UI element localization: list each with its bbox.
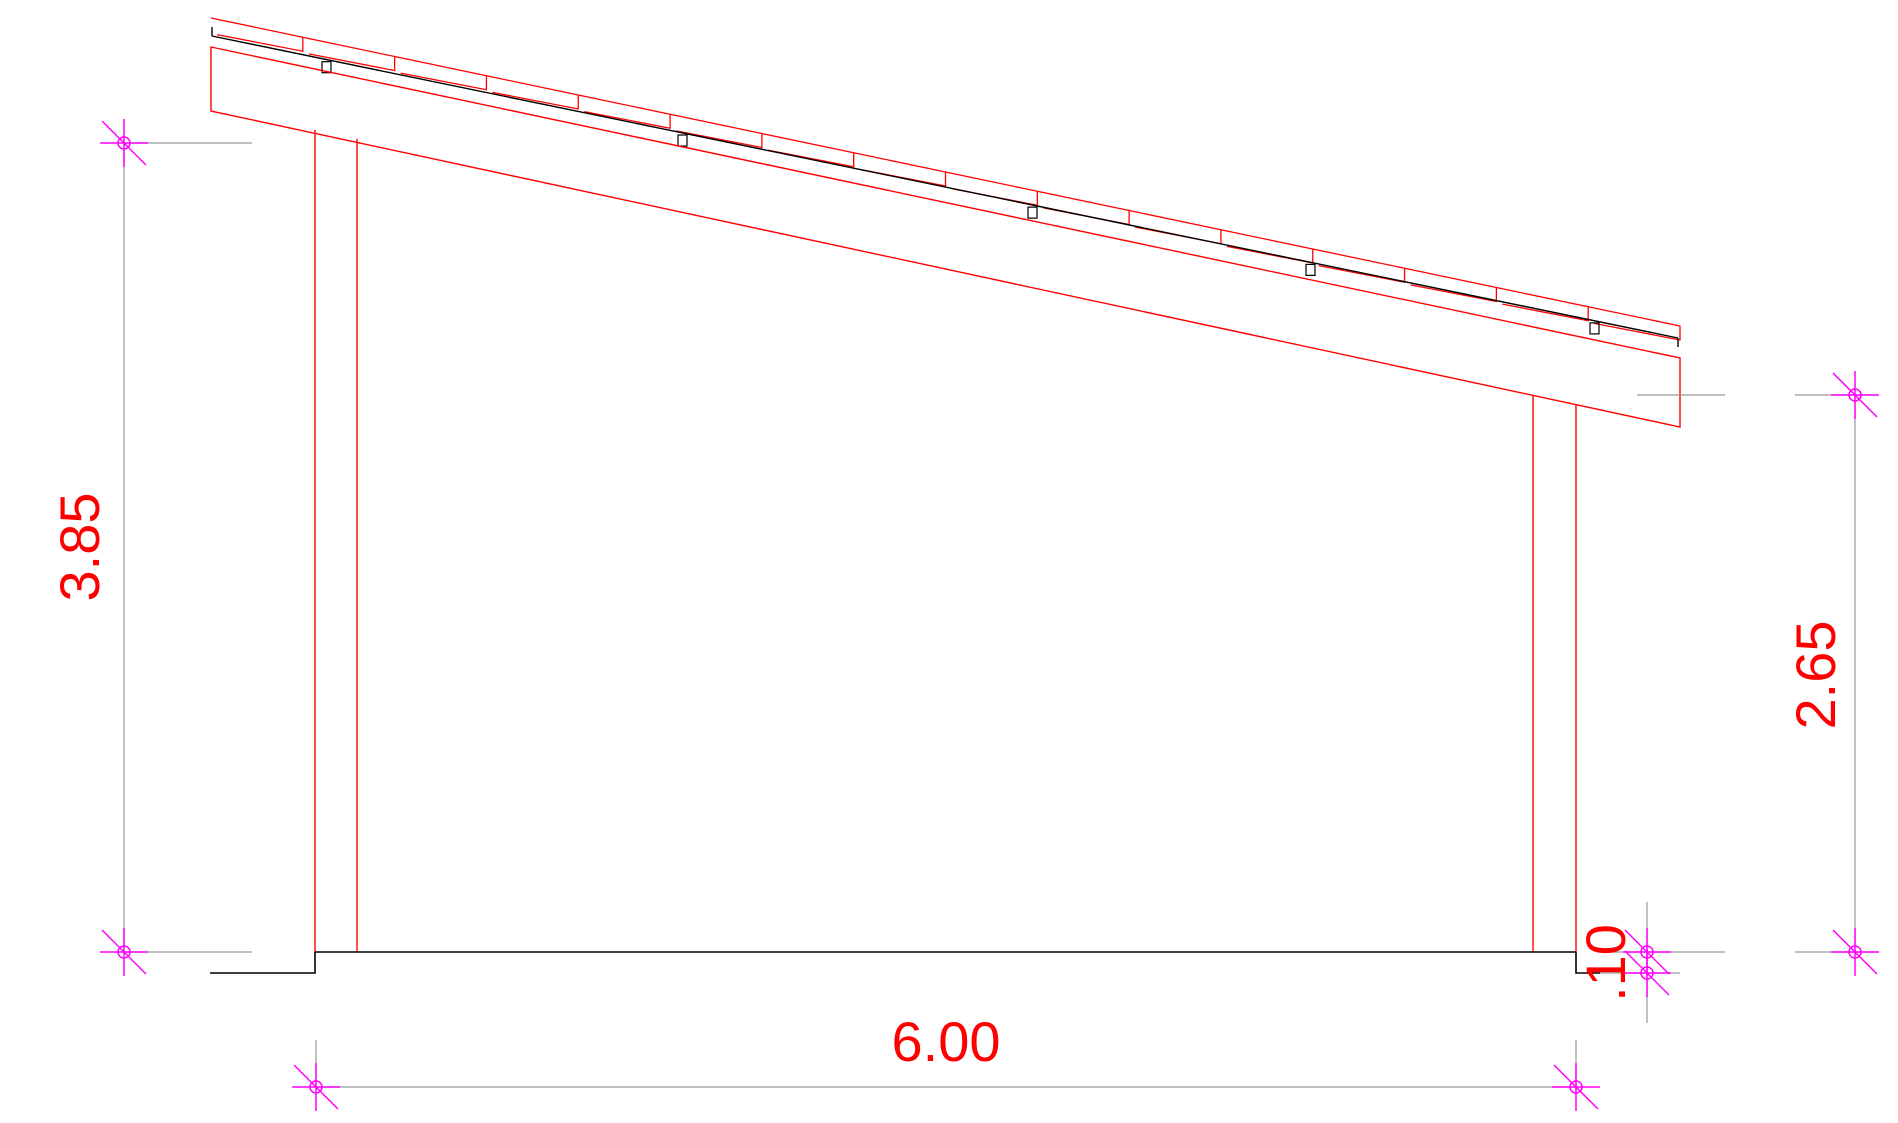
roof-tile — [1588, 306, 1681, 341]
dimension-markers — [100, 119, 1879, 1111]
roof-tile — [945, 171, 1038, 207]
roof-tile — [1220, 229, 1314, 264]
purlin — [1027, 206, 1038, 219]
roof-tile — [853, 152, 947, 187]
dimension-marker — [1831, 928, 1879, 976]
purlin — [321, 61, 332, 74]
dimension-marker — [292, 1063, 340, 1111]
left-column — [314, 130, 358, 952]
dimension-left-height: 3.85 — [48, 493, 111, 602]
roof-tile — [486, 75, 579, 110]
purlin — [1589, 322, 1600, 335]
roof-tiles — [210, 17, 1681, 341]
roof-purlins — [321, 61, 1600, 335]
roof-tile — [761, 132, 855, 168]
roof-tile — [210, 17, 304, 53]
floor-line — [210, 951, 1600, 974]
dimension-right-height: 2.65 — [1784, 621, 1847, 730]
roof-tile — [1312, 248, 1406, 284]
roof-membrane — [211, 27, 1679, 347]
right-column — [1532, 396, 1577, 952]
dimension-span-width: 6.00 — [892, 1010, 1001, 1073]
dimension-base-step: .10 — [1574, 924, 1637, 1002]
purlin — [1305, 263, 1316, 276]
roof-tile — [1496, 286, 1589, 322]
roof-slab — [210, 46, 1681, 428]
roof-tile — [669, 113, 763, 149]
dimension-marker — [1552, 1063, 1600, 1111]
dimension-marker — [100, 928, 148, 976]
roof-tile — [394, 55, 488, 91]
dimension-marker — [100, 119, 148, 167]
roof-tile — [1037, 190, 1130, 226]
purlin — [677, 134, 688, 147]
dimension-marker — [1831, 371, 1879, 419]
roof-tile — [302, 36, 396, 72]
roof-tile — [578, 94, 671, 130]
roof-tile — [1404, 267, 1498, 303]
dimension-marker — [1623, 949, 1671, 997]
